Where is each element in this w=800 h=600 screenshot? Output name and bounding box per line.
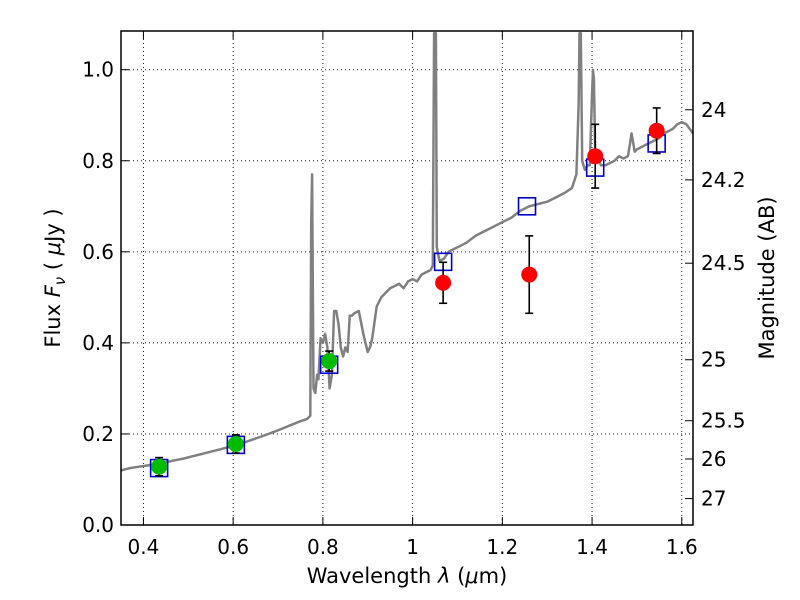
- y-axis-label-unit-close: Jy ): [41, 208, 65, 244]
- x-tick-label: 1.2: [486, 535, 518, 559]
- y-tick-label: 0.4: [82, 331, 114, 355]
- x-axis-label-text: Wavelength: [307, 564, 432, 588]
- x-tick-label: 0.8: [307, 535, 339, 559]
- observed-nir-point: [648, 122, 665, 139]
- x-tick-label: 1.4: [576, 535, 608, 559]
- y-tick-label: 0.6: [82, 240, 114, 264]
- observed-nir-point: [587, 148, 604, 165]
- y2-axis-label: Magnitude (AB): [755, 196, 779, 359]
- x-tick-label: 0.4: [128, 535, 160, 559]
- model-sed-layer: [121, 32, 693, 472]
- y2-tick-label: 26: [701, 447, 726, 471]
- plot-background: [121, 31, 693, 525]
- y-axis-label: Flux Fν ( μJy ): [41, 208, 69, 347]
- observed-optical-point: [227, 435, 244, 452]
- observed-optical-point: [321, 353, 338, 370]
- observed-optical-point: [151, 458, 168, 475]
- y2-tick-label: 24.5: [701, 251, 746, 275]
- y-axis-label-text: Flux: [41, 304, 65, 348]
- y-axis-label-subscript: ν: [51, 277, 69, 285]
- y-tick-label: 0.0: [82, 513, 114, 537]
- x-axis-label-symbol: λ: [437, 564, 450, 588]
- x-tick-label: 0.6: [217, 535, 249, 559]
- x-axis-label: Wavelength λ (μm): [307, 564, 508, 588]
- y-tick-label: 0.8: [82, 149, 114, 173]
- model-sed-line: [121, 32, 693, 472]
- plot-frame: [120, 30, 694, 526]
- y2-tick-label: 25.5: [701, 409, 746, 433]
- y-axis-label-unit-mu: μ: [41, 242, 65, 256]
- observed-nir-point: [521, 266, 538, 283]
- y2-tick-label: 25: [701, 348, 726, 372]
- x-axis-label-unit-mu: μ: [464, 564, 478, 588]
- y-tick-label: 0.2: [82, 422, 114, 446]
- observed-photometry-layer: [151, 107, 665, 477]
- y2-tick-label: 24: [701, 98, 726, 122]
- y2-tick-label: 27: [701, 487, 726, 511]
- y-axis-label-symbol: F: [41, 284, 65, 297]
- y-axis-label-unit-open: (: [41, 255, 65, 270]
- x-axis-label-unit-open: (: [450, 564, 465, 588]
- ticks: 0.4 0.6 0.8 1 1.2 1.4 1.6 0.0 0.2 0.4 0.6 0.8 1.0 24 2…: [82, 31, 746, 559]
- y2-tick-label: 24.2: [701, 168, 746, 192]
- x-axis-label-unit-close: m): [479, 564, 508, 588]
- model-photometry-point: [517, 196, 537, 216]
- x-tick-label: 1.6: [666, 535, 698, 559]
- y-tick-label: 1.0: [82, 58, 114, 82]
- observed-nir-point: [435, 274, 452, 291]
- x-tick-label: 1: [406, 535, 419, 559]
